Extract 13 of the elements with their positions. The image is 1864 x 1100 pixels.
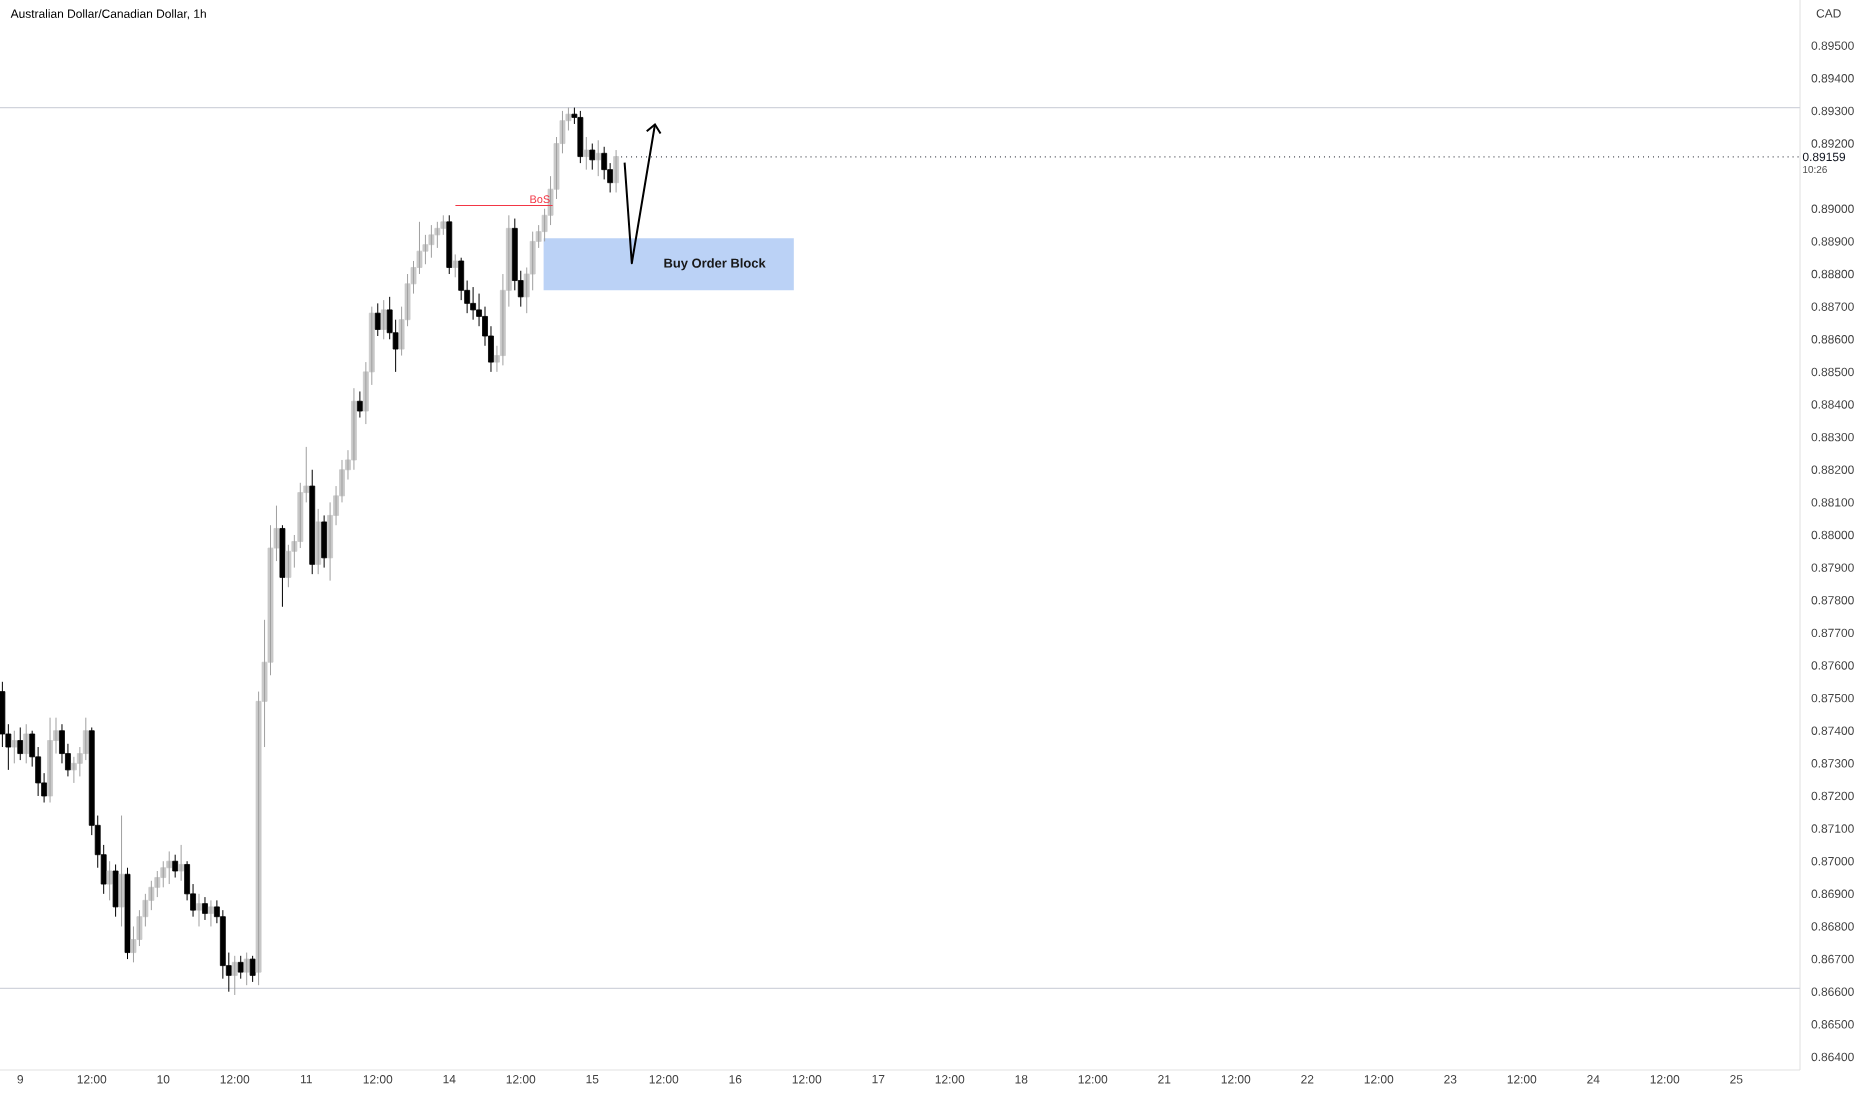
candlestick [279, 524, 286, 608]
candlestick [112, 863, 119, 918]
candlestick [589, 143, 596, 171]
candlestick [237, 955, 244, 980]
candlestick [172, 854, 179, 879]
candlestick [577, 110, 584, 164]
candlestick [11, 730, 18, 764]
candlestick [249, 955, 256, 983]
candlestick [124, 867, 131, 960]
candlestick [106, 860, 113, 901]
candlestick [428, 224, 435, 259]
candlestick [583, 136, 590, 171]
candlestick [452, 253, 459, 278]
